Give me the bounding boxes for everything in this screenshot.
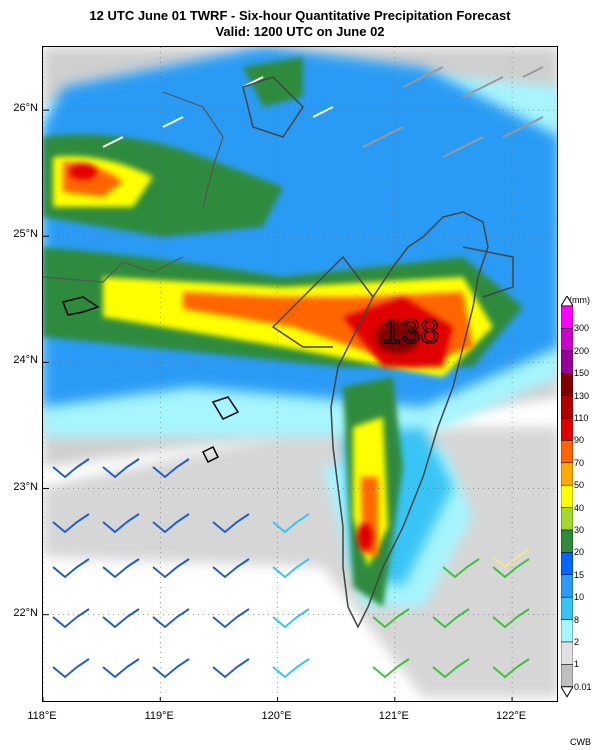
coastlines <box>61 76 514 629</box>
lon-label: 121°E <box>378 710 409 722</box>
lat-label: 24°N <box>13 354 38 367</box>
colorbar-swatch <box>561 417 573 441</box>
max-rainfall-label: 138 <box>382 313 439 351</box>
colorbar-swatch <box>561 350 573 374</box>
graticule <box>43 47 557 701</box>
colorbar-bottom-arrow <box>561 686 573 698</box>
lat-label: 25°N <box>13 228 38 241</box>
colorbar-swatch <box>561 596 573 620</box>
colorbar-level-label: 1 <box>574 659 580 670</box>
colorbar-level-label: 50 <box>574 480 585 491</box>
colorbar-swatch <box>561 395 573 419</box>
colorbar-level-label: 20 <box>574 547 585 558</box>
colorbar-level-label: 300 <box>574 323 590 334</box>
colorbar-level-label: 8 <box>574 614 580 625</box>
precip-darkred <box>376 321 420 353</box>
colorbar-top-arrow <box>561 296 573 307</box>
colorbar-level-label: 40 <box>574 502 585 513</box>
colorbar-swatch <box>561 372 573 396</box>
lon-label: 119°E <box>144 710 174 722</box>
province-lines <box>43 91 224 283</box>
colorbar-level-label: 200 <box>574 345 590 356</box>
lat-label: 26°N <box>13 102 38 115</box>
colorbar-swatch <box>561 574 573 598</box>
colorbar-swatch <box>561 552 573 576</box>
colorbar-level-label: 90 <box>574 435 585 446</box>
lat-label: 22°N <box>13 606 38 619</box>
chart-title: 12 UTC June 01 TWRF - Six-hour Quantitat… <box>89 8 511 23</box>
colorbar-swatch <box>561 619 573 643</box>
colorbar <box>561 296 573 698</box>
colorbar-swatch <box>561 305 573 329</box>
colorbar-swatch <box>561 462 573 486</box>
colorbar-swatch <box>561 641 573 665</box>
colorbar-level-label: 130 <box>574 390 590 401</box>
colorbar-swatch <box>561 484 573 508</box>
colorbar-level-label: 10 <box>574 592 585 603</box>
colorbar-swatch <box>561 529 573 553</box>
lon-label: 120°E <box>261 710 292 722</box>
chart-subtitle: Valid: 1200 UTC on June 02 <box>215 24 385 39</box>
precipitation-map: 138 <box>43 47 557 701</box>
colorbar-swatch <box>561 664 573 688</box>
axis-ticks <box>43 109 513 701</box>
lat-label: 23°N <box>13 480 38 493</box>
colorbar-level-label: 0.01 <box>574 681 592 692</box>
wind-barbs <box>52 66 544 679</box>
colorbar-level-label: 30 <box>574 525 585 535</box>
colorbar-level-label: 70 <box>574 457 585 468</box>
colorbar-level-label: 110 <box>574 413 589 423</box>
lon-label: 118°E <box>27 710 57 722</box>
colorbar-swatch <box>561 440 573 464</box>
colorbar-level-label: 150 <box>574 368 590 379</box>
colorbar-level-label: 15 <box>574 569 585 580</box>
lon-label: 122°E <box>496 710 527 722</box>
colorbar-swatch <box>561 328 573 352</box>
colorbar-swatch <box>561 507 573 531</box>
colorbar-unit: (mm) <box>569 295 590 305</box>
colorbar-level-label: 2 <box>574 637 580 647</box>
map-frame: 138 <box>42 46 558 702</box>
credit-label: CWB <box>570 737 591 747</box>
